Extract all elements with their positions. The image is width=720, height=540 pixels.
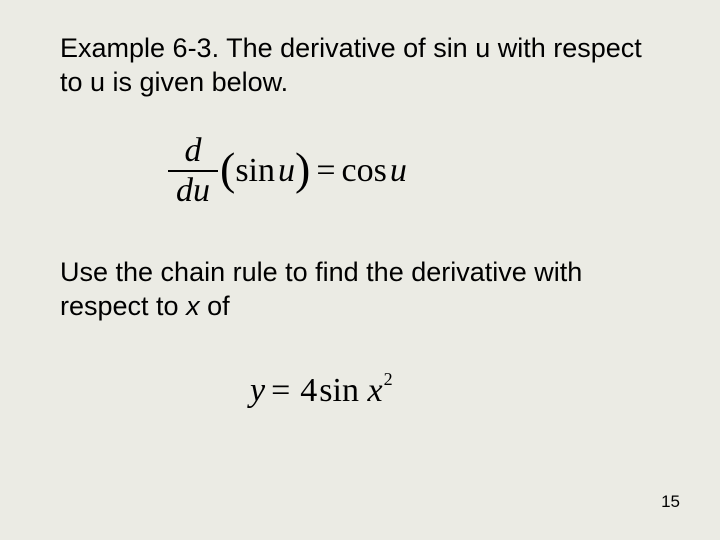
sin-u: sinu [235,152,295,190]
var-x-inline: x [186,291,200,321]
var-x: x [367,372,382,409]
intro-paragraph: Example 6-3. The derivative of sin u wit… [60,32,670,100]
equals-sign: = [310,152,341,190]
var-y: y [250,372,265,409]
fn-sin: sin [235,152,275,189]
coef-4: 4 [296,372,319,409]
instruction-suffix: of [200,291,230,321]
var-u: u [275,152,295,189]
fraction-denominator: du [168,172,218,208]
fn-cos: cos [342,152,387,189]
intro-text: Example 6-3. The derivative of sin u wit… [60,33,642,97]
fraction-d-du: d du [168,134,218,208]
fn-sin-2: sin [319,372,359,409]
var-u-rhs: u [387,152,407,189]
paren-close: ) [295,146,310,192]
instruction-prefix: Use the chain rule to find the derivativ… [60,257,582,321]
cos-u: cosu [342,152,407,190]
instruction-paragraph: Use the chain rule to find the derivativ… [60,256,670,324]
fraction-numerator: d [168,134,218,172]
paren-open: ( [220,146,235,192]
equation-y-4sinx2: y=4sin x2 [250,372,392,410]
page-number: 15 [661,492,680,512]
slide: Example 6-3. The derivative of sin u wit… [0,0,720,540]
exponent-2: 2 [384,369,393,389]
equation-derivative-sin: d du (sinu)=cosu [168,134,407,208]
equals-sign-2: = [265,372,296,409]
